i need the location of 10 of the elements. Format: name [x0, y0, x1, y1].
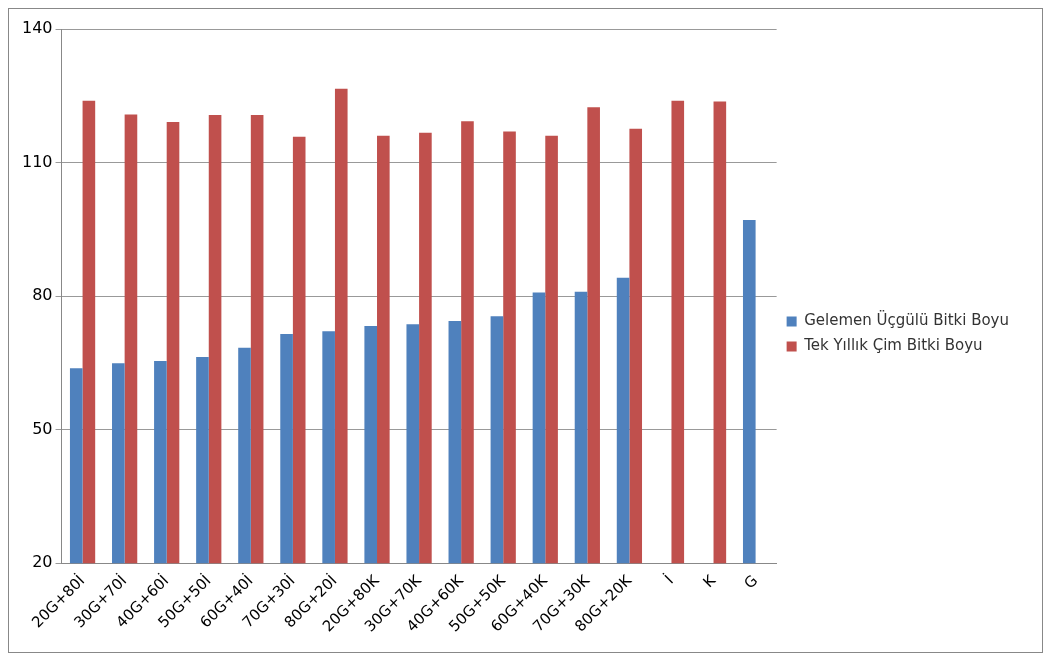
x-tick-label: İ: [660, 570, 678, 588]
legend-label: Tek Yıllık Çim Bitki Boyu: [803, 336, 983, 355]
y-tick-label: 140: [21, 18, 53, 38]
y-tick-label: 20: [32, 552, 53, 572]
x-tick-label: G: [740, 571, 762, 593]
y-tick-label: 110: [21, 151, 53, 171]
legend-label: Gelemen Üçgülü Bitki Boyu: [804, 310, 1009, 330]
y-tick-label: 50: [32, 418, 53, 438]
x-tick-label: K: [699, 570, 720, 592]
y-tick-label: 80: [32, 285, 53, 305]
